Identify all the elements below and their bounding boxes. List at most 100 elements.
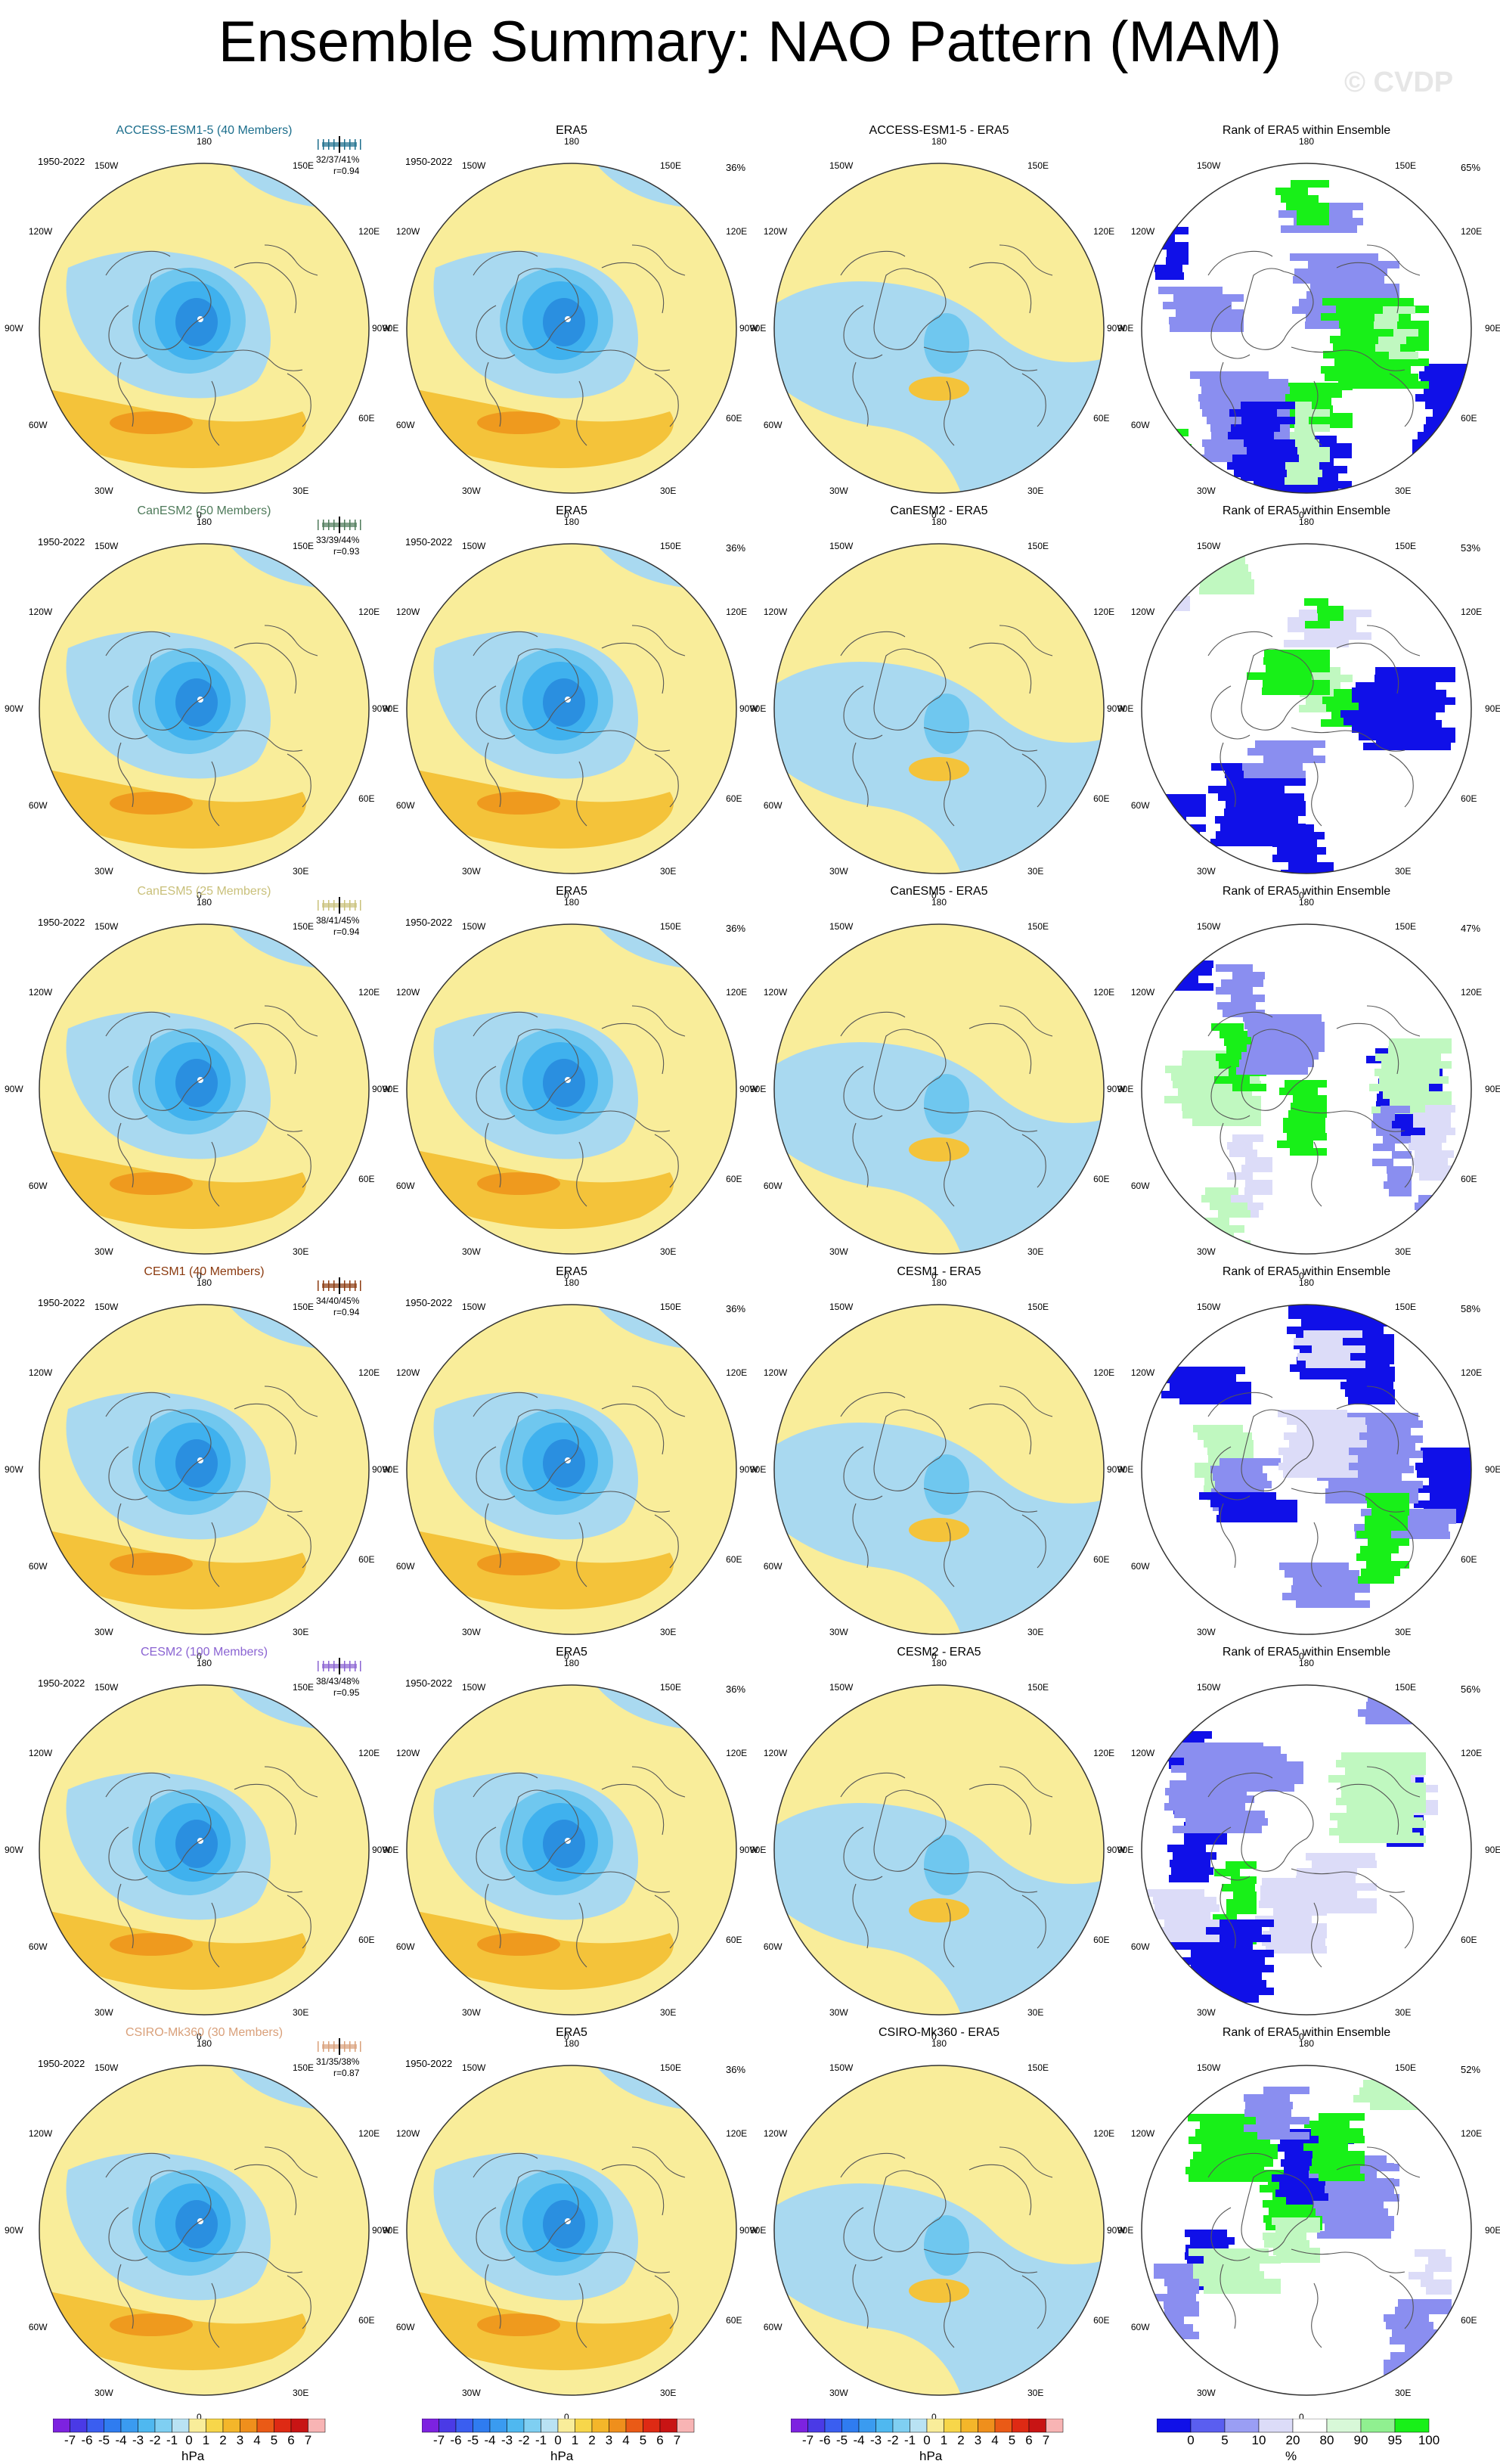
rank-block — [1356, 682, 1436, 690]
rank-block — [1167, 189, 1189, 197]
rank-block — [1266, 1946, 1327, 1954]
longitude-label: 120E — [1093, 607, 1115, 617]
colorbar-swatch — [138, 2419, 156, 2433]
longitude-label: 60E — [1093, 413, 1110, 424]
longitude-label: 90E — [383, 1084, 399, 1094]
rank-block — [1322, 2216, 1394, 2223]
coastline-segment — [1220, 362, 1236, 427]
rank-block — [1262, 1938, 1325, 1946]
longitude-label: 120W — [28, 1748, 53, 1758]
coastline-segment — [556, 727, 671, 752]
rank-block — [1241, 1165, 1272, 1172]
polar-map — [405, 542, 738, 875]
rank-block — [1325, 2223, 1394, 2231]
rank-block — [1243, 1014, 1322, 1022]
polar-map — [405, 923, 738, 1255]
longitude-label: 90E — [1485, 1464, 1500, 1475]
coastline-segment — [108, 305, 148, 359]
rank-block — [1154, 2264, 1193, 2271]
longitude-label: 0 — [1299, 1651, 1304, 1662]
rank-block — [1154, 1904, 1220, 1912]
longitude-label: 60E — [358, 793, 375, 804]
rank-block — [1321, 366, 1411, 374]
coastline-segment — [1366, 1386, 1421, 1417]
longitude-label: 150E — [1395, 1681, 1417, 1693]
rank-block — [1169, 317, 1244, 324]
coastline-segment — [1210, 305, 1251, 359]
colorbar-swatch — [841, 2419, 860, 2433]
negative-core — [924, 1074, 969, 1134]
rank-block — [1160, 242, 1189, 250]
colorbar-tick-label: 6 — [1025, 2433, 1032, 2447]
polar-map-svg — [39, 1304, 370, 1635]
longitude-label: 30E — [1027, 1246, 1044, 1258]
rank-block — [1288, 862, 1334, 870]
member-tick — [360, 900, 361, 911]
longitude-label: 120W — [763, 607, 788, 617]
rank-block — [1313, 2201, 1384, 2208]
member-tick — [318, 520, 319, 530]
longitude-label: 120W — [28, 607, 53, 617]
longitude-label: 60E — [1093, 793, 1110, 804]
rank-block — [1384, 1181, 1412, 1189]
rank-block — [1365, 1523, 1408, 1531]
polar-map-svg — [773, 543, 1105, 874]
longitude-label: 60E — [1093, 1935, 1110, 1945]
coastline-segment — [476, 1446, 516, 1500]
coastlines — [105, 1386, 318, 1587]
coastline-segment — [485, 742, 501, 808]
rank-block — [1201, 2144, 1278, 2152]
rank-block — [1182, 1058, 1236, 1066]
rank-block — [1366, 1561, 1409, 1569]
longitude-label: 90E — [383, 703, 399, 714]
colorbar-swatch — [1046, 2419, 1064, 2433]
longitude-label: 90W — [739, 1464, 758, 1475]
member-tick — [344, 2041, 346, 2052]
rank-block — [1232, 972, 1265, 979]
coastline-segment — [1389, 373, 1414, 427]
rank-block — [1173, 294, 1244, 302]
positive-core — [909, 1518, 969, 1542]
longitude-label: 150E — [660, 920, 682, 932]
coastline-segment — [188, 727, 303, 752]
longitude-label: 60W — [763, 420, 783, 430]
rank-block — [1226, 1907, 1257, 1914]
longitude-label: 60W — [1130, 1561, 1150, 1572]
rank-block — [1251, 1037, 1325, 1044]
coastline-segment — [209, 761, 220, 827]
coastline-segment — [1241, 2170, 1314, 2252]
rank-block — [1365, 1717, 1466, 1724]
period-label: 1950-2022 — [405, 917, 453, 928]
longitude-label: 60E — [1461, 413, 1477, 424]
longitude-label: 90E — [1117, 323, 1134, 334]
rank-block — [1318, 613, 1343, 621]
longitude-label: 0 — [197, 1271, 202, 1281]
rank-block — [1317, 2231, 1391, 2239]
member-tick — [344, 1280, 346, 1291]
period-label: 1950-2022 — [38, 156, 85, 167]
colorbar-swatch — [86, 2419, 104, 2433]
rank-block — [1312, 1906, 1377, 1913]
coastline-segment — [1241, 1789, 1314, 1872]
longitude-label: 120E — [1461, 1367, 1483, 1378]
map-boundary — [406, 1304, 737, 1635]
member-tick — [333, 1280, 335, 1291]
longitude-label: 0 — [1299, 510, 1304, 520]
longitude-label: 180 — [564, 517, 580, 527]
longitude-label: 60W — [28, 800, 48, 811]
longitude-label: 60W — [395, 1181, 415, 1191]
coastline-segment — [1366, 625, 1421, 656]
coastline-segment — [209, 1522, 220, 1587]
rank-block — [1343, 718, 1421, 725]
longitude-label: 60E — [358, 1554, 375, 1565]
longitude-label: 30W — [462, 2007, 481, 2019]
rank-block — [1220, 1458, 1281, 1466]
coastline-segment — [1220, 1883, 1236, 1949]
rank-block — [1392, 1151, 1412, 1159]
colorbar-rank: 0 5 10 20 80 90 95 100% — [1157, 2419, 1444, 2463]
coastline-segment — [873, 268, 947, 350]
rank-block — [1279, 2182, 1354, 2189]
colorbar-tick-label: -1 — [535, 2433, 547, 2447]
rank-block — [1384, 2314, 1429, 2322]
member-tick — [349, 2041, 351, 2052]
